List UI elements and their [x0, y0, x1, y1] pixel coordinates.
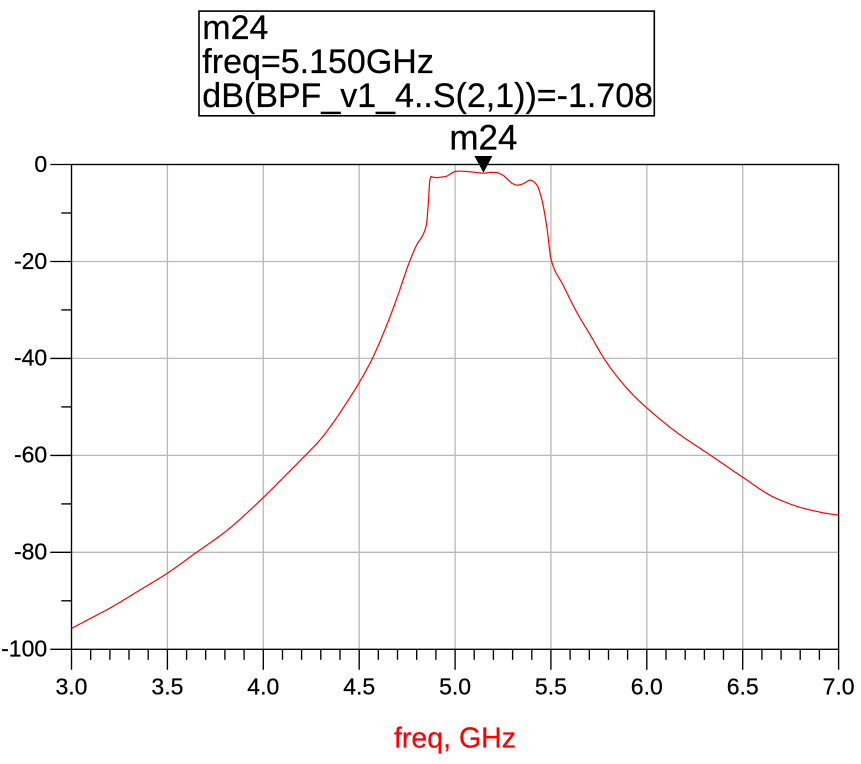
svg-text:7.0: 7.0 — [823, 674, 855, 700]
svg-text:dB(BPF_v1_4..S(2,1))=-1.708: dB(BPF_v1_4..S(2,1))=-1.708 — [202, 77, 653, 115]
svg-text:3.5: 3.5 — [151, 674, 183, 700]
svg-text:-20: -20 — [14, 248, 47, 274]
svg-text:3.0: 3.0 — [56, 674, 88, 700]
svg-text:-40: -40 — [14, 345, 47, 371]
svg-text:-80: -80 — [14, 539, 47, 565]
svg-text:m24: m24 — [202, 9, 268, 47]
svg-text:6.5: 6.5 — [727, 674, 759, 700]
svg-text:freq, GHz: freq, GHz — [394, 723, 516, 755]
svg-text:m24: m24 — [449, 119, 517, 158]
svg-text:5.0: 5.0 — [439, 674, 471, 700]
svg-text:6.0: 6.0 — [631, 674, 663, 700]
svg-text:-60: -60 — [14, 442, 47, 468]
svg-text:freq=5.150GHz: freq=5.150GHz — [202, 43, 434, 81]
svg-text:0: 0 — [34, 151, 47, 177]
svg-text:4.5: 4.5 — [343, 674, 375, 700]
svg-text:5.5: 5.5 — [535, 674, 567, 700]
svg-text:-100: -100 — [1, 636, 47, 662]
svg-text:4.0: 4.0 — [247, 674, 279, 700]
